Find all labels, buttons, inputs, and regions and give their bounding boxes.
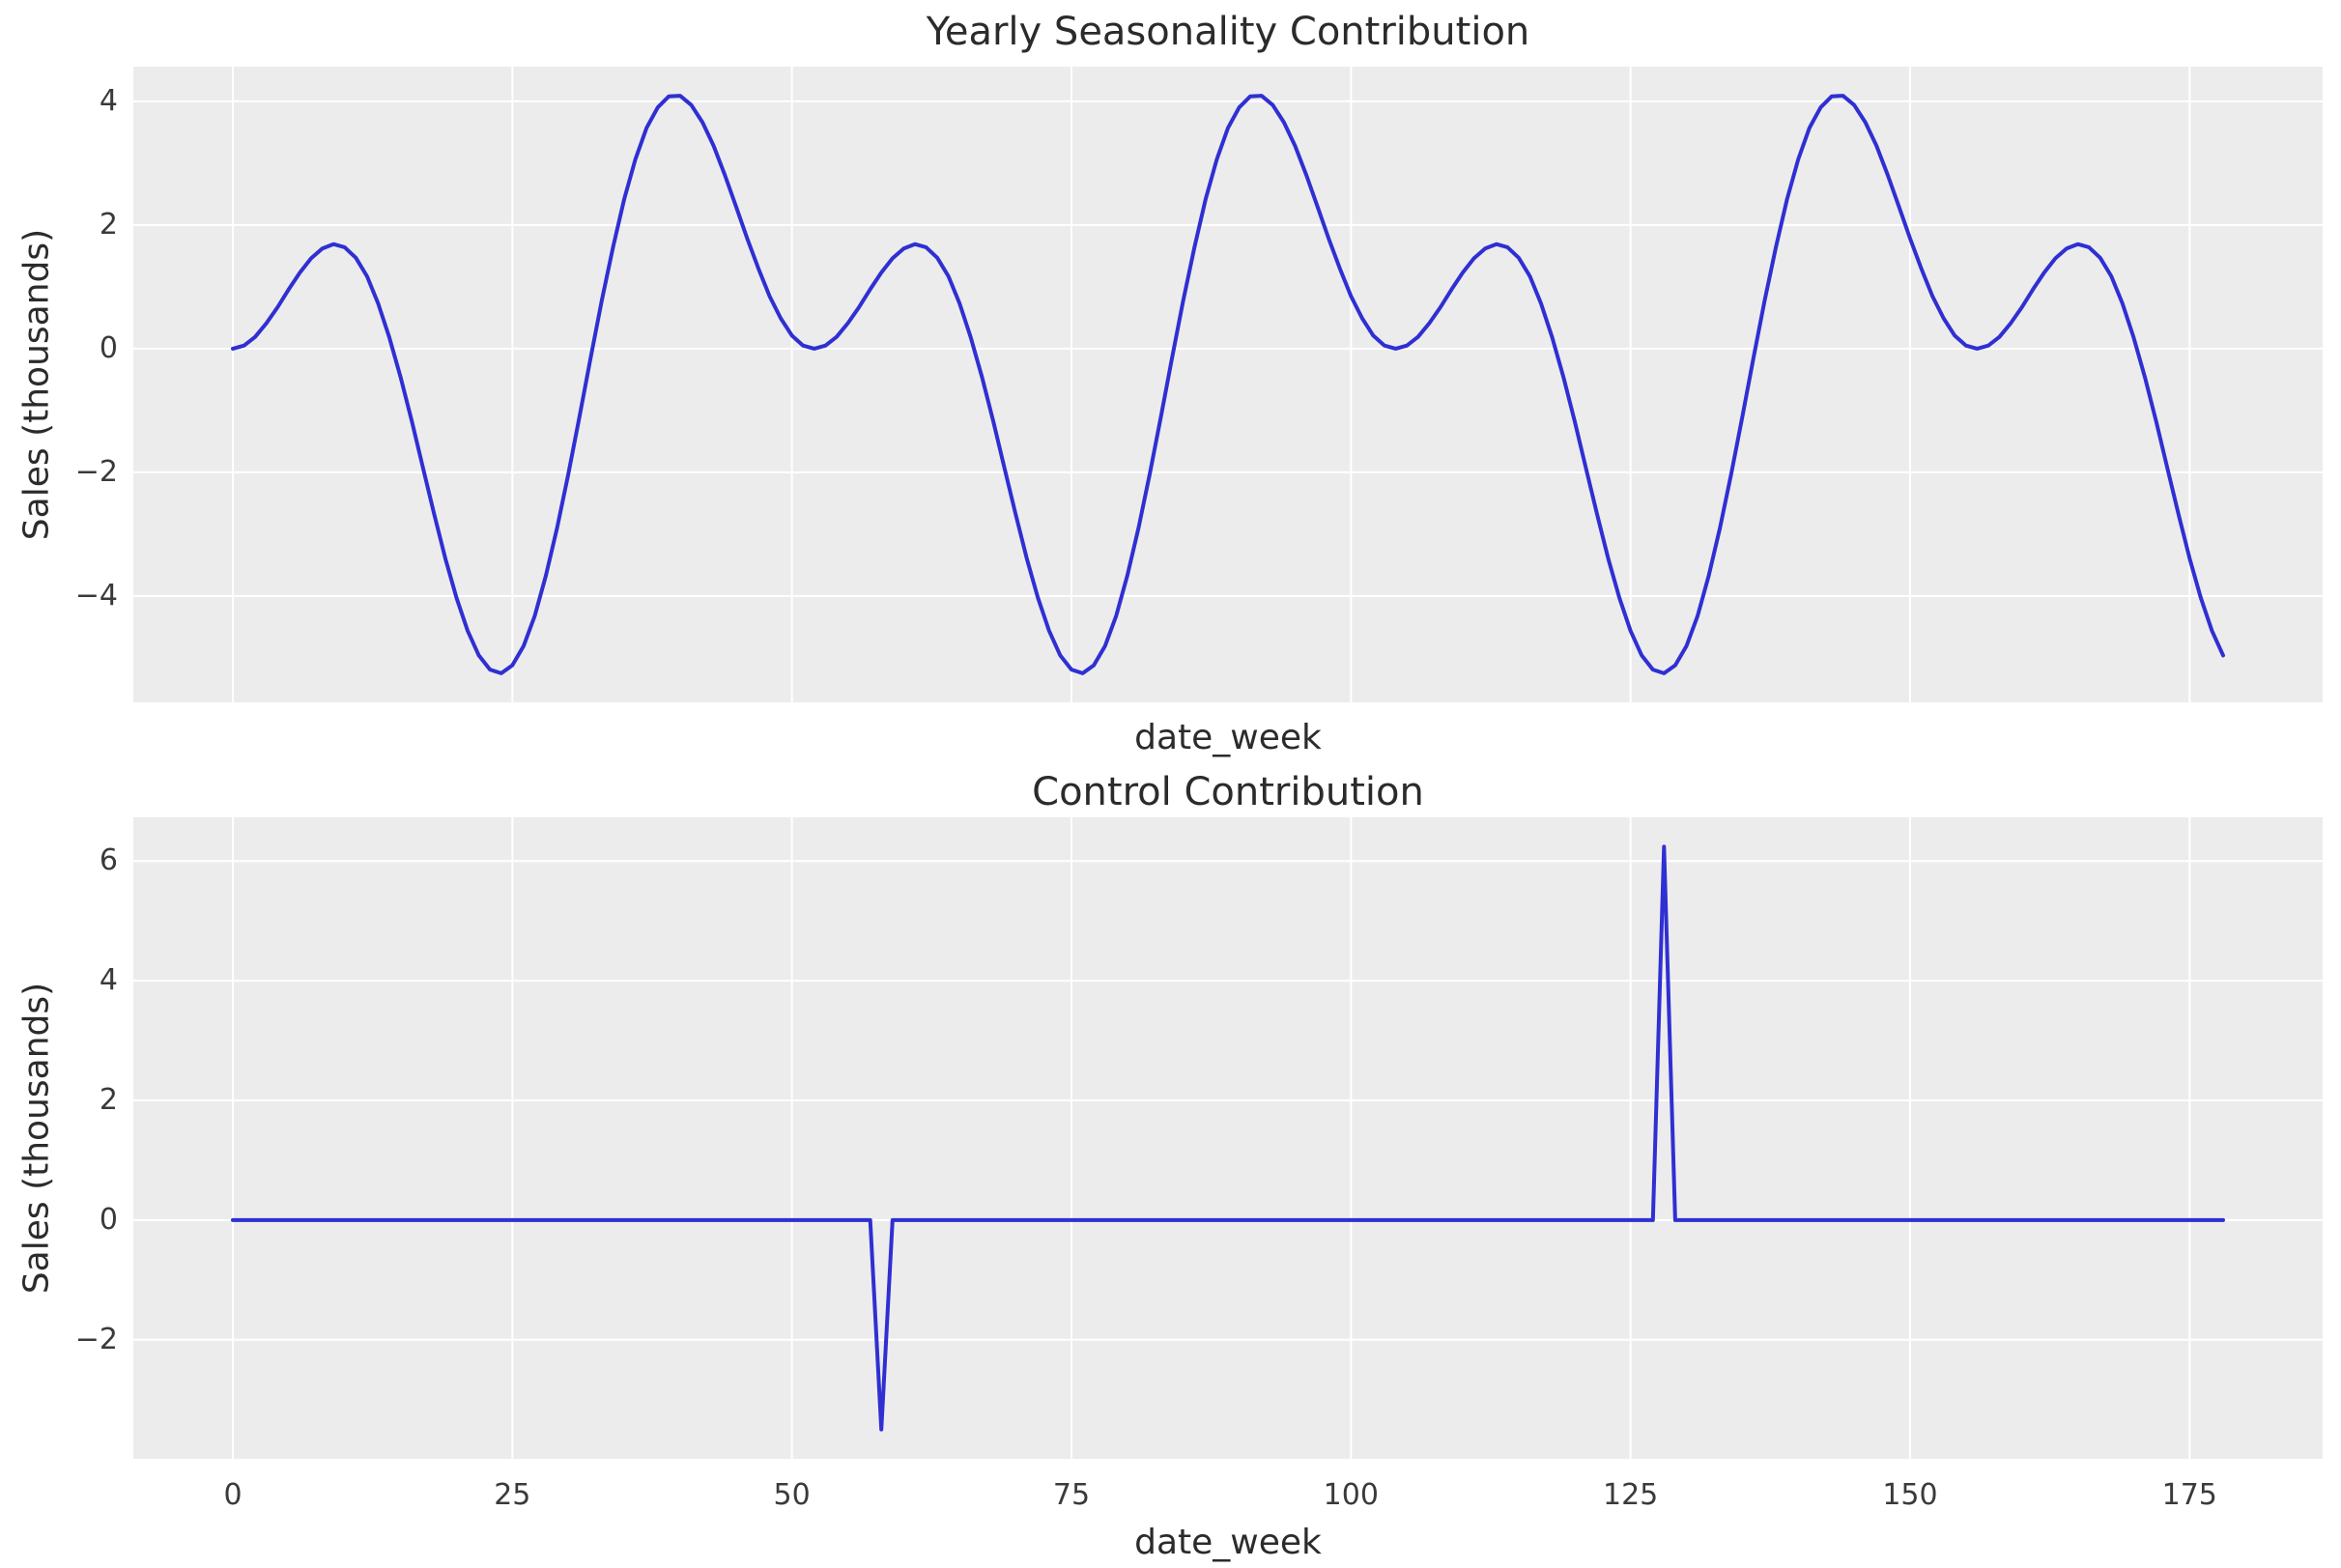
- control-plot-svg: [133, 817, 2323, 1459]
- x-tick-label: 50: [773, 1478, 811, 1512]
- seasonality-chart-title: Yearly Seasonality Contribution: [926, 10, 1530, 54]
- seasonality-y-axis-label: Sales (thousands): [16, 228, 57, 541]
- seasonality-plot-svg: [133, 67, 2323, 702]
- control-plot-area: [133, 817, 2323, 1459]
- x-tick-label: 125: [1602, 1478, 1659, 1512]
- y-tick-label: 4: [99, 963, 118, 998]
- y-tick-label: −2: [74, 454, 118, 489]
- y-tick-label: −4: [74, 578, 118, 613]
- x-tick-label: 100: [1323, 1478, 1379, 1512]
- x-tick-label: 150: [1882, 1478, 1938, 1512]
- y-tick-label: 0: [99, 1202, 118, 1237]
- y-tick-label: 0: [99, 330, 118, 365]
- control-y-axis-label: Sales (thousands): [16, 982, 57, 1295]
- x-tick-label: 75: [1052, 1478, 1091, 1512]
- x-tick-label: 0: [223, 1478, 243, 1512]
- seasonality-line: [231, 94, 2225, 675]
- y-tick-label: 2: [99, 1082, 118, 1117]
- control-line: [231, 844, 2225, 1432]
- control-chart-title: Control Contribution: [1032, 770, 1424, 814]
- y-tick-label: 2: [99, 207, 118, 242]
- y-tick-label: −2: [74, 1322, 118, 1356]
- seasonality-x-axis-label: date_week: [1134, 718, 1322, 757]
- control-x-axis-label: date_week: [1134, 1523, 1322, 1562]
- seasonality-plot-area: [133, 67, 2323, 702]
- y-tick-label: 6: [99, 843, 118, 878]
- x-tick-label: 25: [494, 1478, 531, 1512]
- y-tick-label: 4: [99, 83, 118, 118]
- x-tick-label: 175: [2161, 1478, 2217, 1512]
